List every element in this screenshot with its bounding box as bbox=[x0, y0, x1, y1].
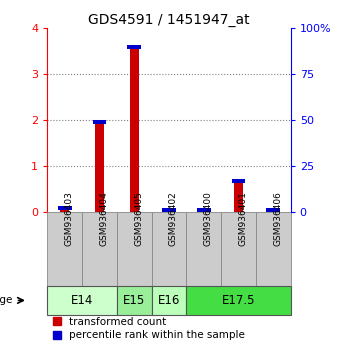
Text: GSM936403: GSM936403 bbox=[65, 191, 74, 246]
Bar bbox=[82, 212, 117, 286]
Bar bbox=[117, 286, 152, 315]
Text: GSM936401: GSM936401 bbox=[239, 191, 247, 246]
Bar bbox=[47, 286, 117, 315]
Text: age: age bbox=[0, 296, 13, 306]
Bar bbox=[152, 212, 186, 286]
Bar bbox=[186, 286, 291, 315]
Bar bbox=[234, 183, 243, 212]
Text: E14: E14 bbox=[71, 294, 93, 307]
Text: E15: E15 bbox=[123, 294, 145, 307]
Bar bbox=[61, 210, 69, 212]
Text: GSM936406: GSM936406 bbox=[273, 191, 282, 246]
Bar bbox=[232, 179, 245, 183]
Bar bbox=[221, 212, 256, 286]
Title: GDS4591 / 1451947_at: GDS4591 / 1451947_at bbox=[88, 13, 250, 27]
Bar bbox=[162, 208, 176, 212]
Bar bbox=[95, 124, 104, 212]
Bar bbox=[152, 286, 186, 315]
Bar bbox=[130, 48, 139, 212]
Legend: transformed count, percentile rank within the sample: transformed count, percentile rank withi… bbox=[52, 317, 245, 340]
Bar bbox=[256, 212, 291, 286]
Bar bbox=[266, 208, 280, 212]
Bar bbox=[93, 120, 106, 124]
Text: E16: E16 bbox=[158, 294, 180, 307]
Bar bbox=[127, 45, 141, 48]
Text: E17.5: E17.5 bbox=[222, 294, 255, 307]
Text: GSM936404: GSM936404 bbox=[99, 191, 108, 246]
Bar bbox=[58, 206, 72, 210]
Text: GSM936402: GSM936402 bbox=[169, 191, 178, 246]
Text: GSM936405: GSM936405 bbox=[134, 191, 143, 246]
Bar bbox=[197, 208, 211, 212]
Bar bbox=[186, 212, 221, 286]
Text: GSM936400: GSM936400 bbox=[204, 191, 213, 246]
Bar bbox=[117, 212, 152, 286]
Bar bbox=[47, 212, 82, 286]
